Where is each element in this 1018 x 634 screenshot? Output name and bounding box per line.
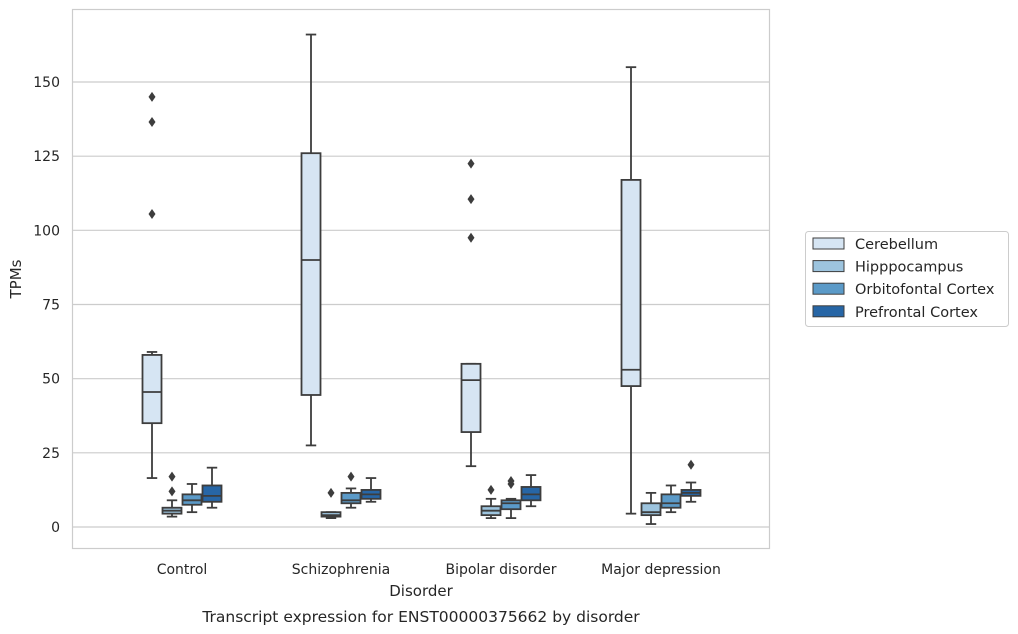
x-tick-label: Control (157, 562, 208, 578)
outlier-point (687, 459, 695, 470)
x-axis-ticks: Control Schizophrenia Bipolar disorder Majo… (157, 562, 721, 578)
x-tick-label: Bipolar disorder (445, 562, 556, 578)
y-tick-label: 100 (33, 223, 60, 239)
box-prefrontal-cortex-2 (520, 474, 542, 508)
iqr-box (640, 502, 662, 517)
y-tick-label: 50 (42, 372, 60, 388)
outlier-point (168, 486, 176, 497)
y-axis-label: TPMs (7, 259, 25, 299)
box-hipppocampus-2 (480, 484, 502, 519)
legend-label: Orbitofontal Cortex (855, 282, 995, 298)
legend-item: Prefrontal Cortex (812, 305, 978, 321)
y-axis-ticks: 0 25 50 75 100 125 150 (33, 75, 60, 536)
legend-swatch (812, 282, 845, 295)
legend: Cerebellum Hipppocampus Orbitofontal Corte… (805, 231, 1009, 327)
legend-swatch (812, 237, 845, 250)
outlier-point (507, 476, 515, 487)
outlier-point (168, 471, 176, 482)
legend-items: Cerebellum Hipppocampus Orbitofontal Corte… (812, 237, 995, 321)
box-cerebellum-1 (300, 33, 322, 447)
outlier-point (148, 91, 156, 102)
chart-caption: Transcript expression for ENST0000037566… (201, 608, 640, 626)
box-cerebellum-2 (460, 158, 482, 468)
outlier-point (347, 471, 355, 482)
iqr-box (660, 493, 682, 509)
box-cerebellum-3 (620, 66, 642, 515)
legend-label: Prefrontal Cortex (855, 305, 978, 321)
legend-label: Cerebellum (855, 237, 938, 253)
outlier-point (467, 158, 475, 169)
iqr-box (620, 178, 642, 387)
box-hipppocampus-1 (320, 487, 342, 519)
legend-item: Orbitofontal Cortex (812, 282, 995, 298)
outlier-point (487, 484, 495, 495)
x-axis-label: Disorder (389, 582, 453, 600)
iqr-box (141, 354, 163, 425)
plot-area-frame (71, 8, 771, 550)
y-tick-label: 25 (42, 446, 60, 462)
legend-item: Cerebellum (812, 237, 938, 253)
legend-swatch (812, 305, 845, 318)
box-orbitofontal-cortex-2 (500, 476, 522, 519)
legend-item: Hipppocampus (812, 260, 963, 276)
box-hipppocampus-0 (161, 471, 183, 518)
y-tick-label: 0 (51, 520, 60, 536)
iqr-box (340, 491, 362, 505)
iqr-box (460, 362, 482, 433)
outlier-point (148, 209, 156, 220)
outlier-point (148, 117, 156, 128)
box-prefrontal-cortex-1 (360, 477, 382, 503)
y-tick-label: 125 (33, 149, 60, 165)
x-tick-label: Major depression (601, 562, 721, 578)
box-hipppocampus-3 (640, 491, 662, 525)
legend-frame (805, 231, 1009, 327)
box-orbitofontal-cortex-3 (660, 484, 682, 514)
legend-label: Hipppocampus (855, 260, 963, 276)
legend-swatch (812, 260, 845, 273)
outlier-point (327, 487, 335, 498)
boxes (141, 33, 702, 525)
y-tick-label: 75 (42, 298, 60, 314)
iqr-box (300, 152, 322, 396)
box-cerebellum-0 (141, 91, 163, 479)
box-orbitofontal-cortex-0 (181, 483, 203, 514)
box-prefrontal-cortex-3 (680, 459, 702, 503)
gridlines (72, 81, 770, 528)
x-tick-label: Schizophrenia (292, 562, 390, 578)
box-orbitofontal-cortex-1 (340, 471, 362, 509)
box-prefrontal-cortex-0 (201, 466, 223, 509)
iqr-box (201, 484, 223, 503)
y-tick-label: 150 (33, 75, 60, 91)
outlier-point (467, 194, 475, 205)
outlier-point (467, 232, 475, 243)
iqr-box (500, 499, 522, 511)
